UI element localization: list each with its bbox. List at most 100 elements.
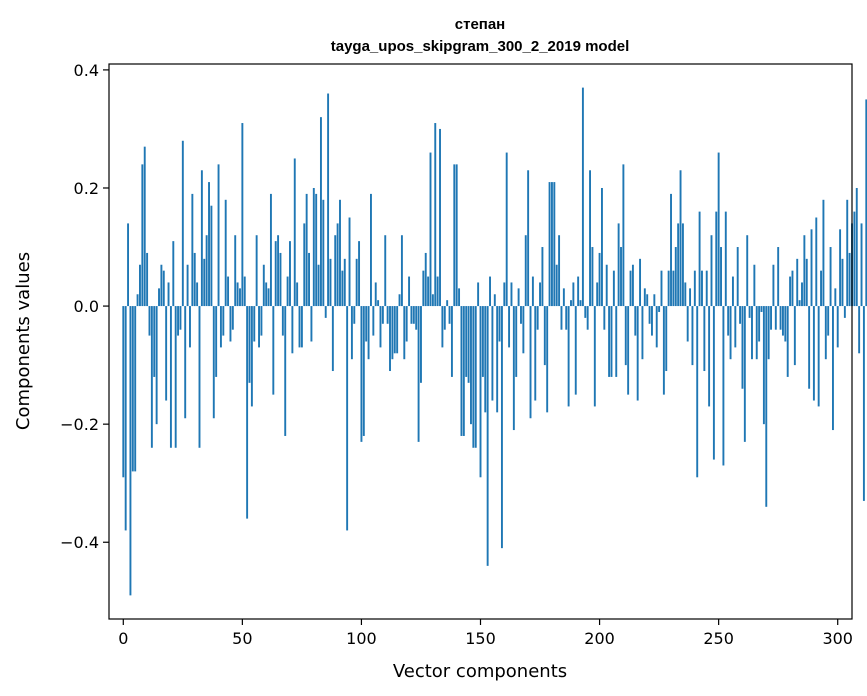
plot-frame [108, 63, 853, 620]
bar [565, 306, 568, 330]
bar [505, 152, 508, 307]
bar [310, 306, 313, 342]
bar [348, 217, 351, 307]
bar [736, 247, 739, 307]
bar [293, 158, 296, 307]
bar [529, 306, 532, 419]
bar [248, 306, 251, 383]
bar [329, 258, 332, 307]
bar [760, 306, 763, 312]
bar [548, 182, 551, 307]
bar [546, 306, 549, 413]
bar [662, 306, 665, 395]
bar [224, 199, 227, 307]
bar [134, 306, 137, 472]
bar [601, 187, 603, 307]
bar [579, 300, 582, 307]
bar [784, 306, 787, 342]
bar [265, 282, 268, 307]
bar [860, 223, 863, 307]
bar [827, 306, 830, 336]
bar [386, 306, 389, 324]
bar [562, 288, 565, 307]
bar [420, 306, 422, 383]
bar [670, 193, 672, 307]
bar [693, 270, 696, 307]
bar [743, 306, 746, 442]
bar [503, 282, 506, 307]
bar [341, 270, 344, 307]
bar [636, 306, 639, 401]
bar [615, 306, 618, 377]
bar [353, 306, 356, 324]
bar [696, 306, 699, 478]
x-tick-label: 250 [703, 629, 734, 648]
bar [455, 164, 458, 307]
bar [500, 306, 503, 549]
bar [355, 258, 358, 307]
bar [808, 306, 811, 389]
bar [227, 276, 230, 307]
bar [729, 306, 732, 360]
y-tick-label: 0.2 [74, 179, 99, 198]
x-tick-label: 300 [822, 629, 853, 648]
bar [855, 187, 858, 307]
bar [315, 193, 318, 307]
bar [431, 294, 434, 307]
x-axis-label: Vector components [393, 661, 567, 682]
bar [727, 306, 730, 336]
bar [786, 306, 789, 377]
bar [258, 306, 260, 348]
bar [689, 288, 692, 307]
bar [539, 282, 541, 307]
bar [681, 223, 684, 307]
bar [172, 241, 175, 307]
bar [184, 306, 187, 419]
bar [574, 306, 577, 395]
bar [334, 235, 337, 307]
bar [767, 306, 770, 360]
bar [793, 306, 796, 366]
bar [470, 306, 472, 425]
bar [848, 252, 851, 307]
bar [450, 306, 453, 377]
bar [805, 258, 808, 307]
bar [655, 306, 658, 348]
bar [162, 270, 165, 307]
bar [367, 306, 370, 360]
bar [319, 117, 322, 307]
bar [181, 140, 184, 307]
bar [660, 270, 663, 307]
bar [253, 306, 256, 342]
bar [324, 306, 327, 318]
bar [584, 306, 587, 318]
bar [531, 276, 534, 307]
bar [377, 300, 380, 307]
bar [136, 294, 139, 307]
bar [208, 182, 210, 307]
y-tick-label: −0.2 [60, 415, 99, 434]
x-tick-label: 150 [465, 629, 496, 648]
bar [779, 306, 782, 330]
bar [481, 306, 484, 377]
bar [374, 282, 377, 307]
bar [260, 306, 263, 336]
bar [684, 282, 687, 307]
bar [231, 306, 234, 330]
bar [167, 282, 170, 307]
bar [174, 306, 177, 448]
bar [150, 306, 153, 448]
bar [486, 306, 489, 566]
bar [555, 264, 558, 307]
bar [405, 306, 408, 342]
bar [279, 252, 282, 307]
bar [715, 211, 718, 307]
bar [417, 306, 420, 442]
bar [198, 306, 201, 448]
bar [651, 306, 653, 336]
bar [508, 306, 511, 348]
bar [646, 294, 649, 307]
bar [339, 199, 341, 307]
bar [210, 205, 213, 307]
bar [679, 170, 682, 307]
